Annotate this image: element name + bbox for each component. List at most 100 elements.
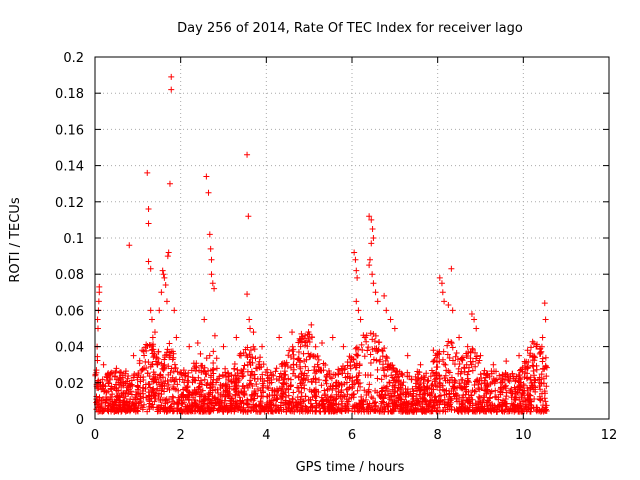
data-point [446, 379, 453, 386]
y-tick-label: 0.14 [55, 160, 84, 175]
data-point [353, 344, 360, 351]
data-point [365, 389, 372, 396]
data-point [449, 344, 456, 351]
data-point [308, 321, 315, 328]
data-point [237, 350, 244, 357]
data-point [468, 361, 475, 368]
data-point [353, 377, 360, 384]
data-point [446, 369, 453, 376]
data-point [458, 385, 465, 392]
data-point [474, 377, 481, 384]
data-point [149, 334, 156, 341]
data-point [420, 408, 427, 415]
data-point [233, 376, 240, 383]
data-point [302, 377, 309, 384]
data-point [318, 394, 325, 401]
data-point [315, 376, 322, 383]
data-point [151, 329, 158, 336]
data-point [531, 357, 538, 364]
data-point [293, 361, 300, 368]
data-point [381, 292, 388, 299]
data-point [537, 408, 544, 415]
data-point [223, 373, 230, 380]
data-point [377, 393, 384, 400]
data-point [332, 396, 339, 403]
data-point [326, 370, 333, 377]
data-point [145, 206, 152, 213]
data-point [377, 356, 384, 363]
data-point [140, 348, 147, 355]
data-point [160, 374, 167, 381]
data-point [363, 338, 370, 345]
data-point [227, 406, 234, 413]
data-point [173, 334, 180, 341]
data-point [150, 369, 157, 376]
data-point [412, 373, 419, 380]
data-point [512, 378, 519, 385]
data-point [312, 388, 319, 395]
data-point [99, 376, 106, 383]
data-point [109, 391, 116, 398]
data-point [383, 373, 390, 380]
x-tick-label: 6 [348, 428, 356, 443]
data-point [465, 368, 472, 375]
data-point [312, 393, 319, 400]
data-point [115, 397, 122, 404]
data-point [305, 407, 312, 414]
data-point [424, 385, 431, 392]
data-point [166, 354, 173, 361]
data-point [298, 370, 305, 377]
data-point [303, 404, 310, 411]
y-tick-label: 0.16 [55, 123, 84, 138]
data-point [257, 354, 264, 361]
data-point [364, 347, 371, 354]
data-point [170, 408, 177, 415]
data-point [516, 352, 523, 359]
data-point [339, 381, 346, 388]
data-point [277, 370, 284, 377]
data-point [238, 367, 245, 374]
data-point [476, 357, 483, 364]
data-point [285, 375, 292, 382]
data-point [536, 374, 543, 381]
data-point [113, 376, 120, 383]
data-point [350, 356, 357, 363]
data-point [425, 403, 432, 410]
data-point [333, 391, 340, 398]
data-point [256, 358, 263, 365]
data-point [489, 379, 496, 386]
data-point [139, 404, 146, 411]
data-point [290, 361, 297, 368]
data-point [241, 391, 248, 398]
data-point [529, 362, 536, 369]
data-point [170, 394, 177, 401]
data-point [512, 396, 519, 403]
data-point [374, 389, 381, 396]
data-point [477, 399, 484, 406]
data-point [245, 213, 252, 220]
data-point [205, 404, 212, 411]
data-point [503, 358, 510, 365]
data-point [436, 387, 443, 394]
data-point [329, 334, 336, 341]
data-point [145, 220, 152, 227]
data-point [543, 402, 550, 409]
data-point [205, 393, 212, 400]
data-point [237, 407, 244, 414]
data-point [298, 371, 305, 378]
data-point [252, 365, 259, 372]
data-point [431, 357, 438, 364]
data-point [142, 385, 149, 392]
data-point [156, 372, 163, 379]
data-point [370, 235, 377, 241]
data-point [381, 391, 388, 398]
data-point [155, 348, 162, 355]
data-point [467, 349, 474, 356]
data-point [149, 343, 156, 350]
data-point [355, 380, 362, 387]
data-point [197, 350, 204, 357]
data-point [259, 393, 266, 400]
data-point [368, 240, 375, 247]
data-point [534, 404, 541, 411]
data-point [527, 376, 534, 383]
